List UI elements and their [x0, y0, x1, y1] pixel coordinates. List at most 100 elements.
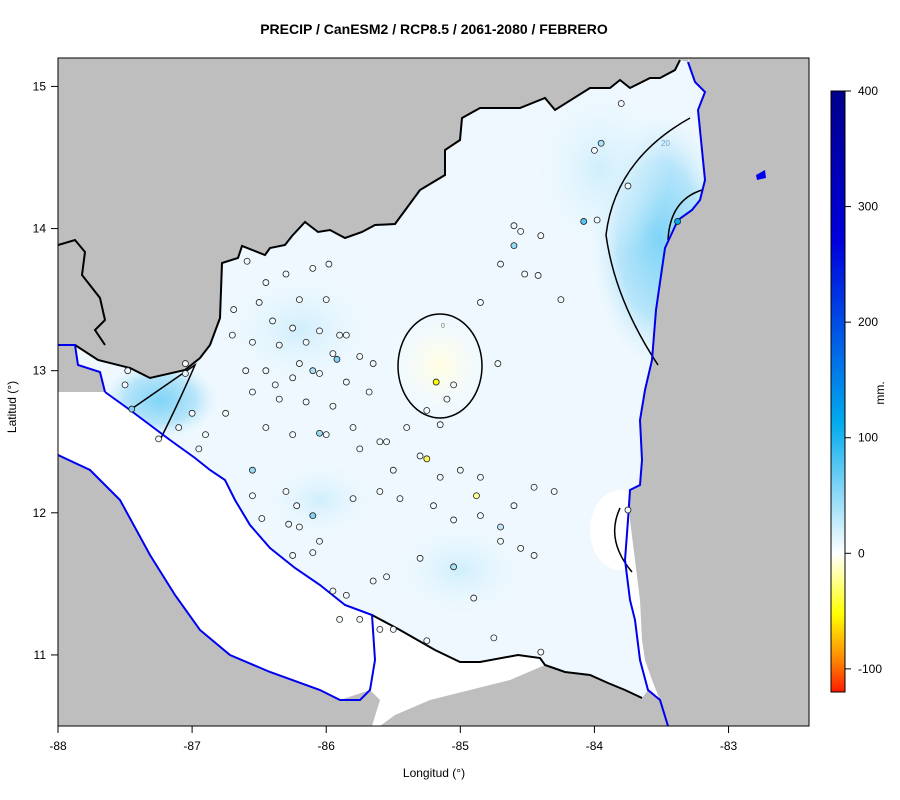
station-point: [470, 594, 478, 602]
station-point: [591, 146, 598, 154]
station-point: [517, 544, 525, 552]
station-point: [389, 625, 397, 633]
colorbar: [830, 90, 846, 693]
station-point: [497, 523, 504, 531]
station-point: [336, 616, 344, 623]
station-point: [432, 378, 440, 386]
station-point: [282, 488, 290, 495]
station-point: [534, 272, 542, 279]
station-point: [497, 260, 504, 268]
colorbar-tick-label: 200: [858, 315, 878, 329]
station-point: [497, 537, 504, 545]
station-point: [262, 279, 270, 286]
station-point: [456, 466, 464, 474]
station-point: [376, 625, 384, 633]
station-point: [289, 431, 297, 439]
y-tick-label: 12: [33, 506, 47, 520]
station-point: [228, 331, 236, 339]
station-point: [188, 409, 196, 417]
station-point: [436, 421, 444, 429]
station-point: [517, 227, 525, 235]
station-point: [423, 637, 431, 645]
x-tick-label: -85: [452, 739, 470, 753]
station-point: [275, 395, 283, 403]
station-point: [175, 424, 183, 431]
station-point: [580, 218, 588, 225]
station-point: [309, 549, 317, 557]
station-point: [403, 424, 411, 431]
station-point: [309, 264, 317, 272]
contour-line-east-inner: [667, 189, 703, 241]
station-point: [537, 648, 545, 656]
station-point: [550, 488, 558, 495]
station-point: [342, 378, 350, 386]
honduras-land: [58, 58, 688, 378]
station-point: [624, 182, 632, 190]
southern-border: [371, 614, 643, 699]
station-point: [262, 367, 270, 375]
contour-line-west: [129, 362, 197, 441]
y-tick-label: 14: [33, 222, 47, 236]
station-point: [124, 367, 132, 375]
station-point: [336, 331, 344, 339]
station-point: [477, 512, 484, 520]
station-point: [289, 374, 297, 382]
caribbean-coastline: [623, 61, 707, 726]
fonseca-coastline: [58, 344, 106, 393]
colorbar-tick-label: 100: [858, 431, 878, 445]
station-point: [202, 431, 209, 439]
plot-frame: [57, 57, 810, 727]
station-point: [249, 338, 256, 346]
station-point: [342, 591, 350, 599]
station-points: [121, 100, 681, 656]
station-point: [369, 360, 377, 367]
contour-label-0: 0: [441, 323, 445, 330]
station-point: [322, 431, 330, 439]
station-point: [293, 502, 301, 510]
costa-rica-land: [58, 455, 380, 726]
contour-line-southeast: [613, 507, 633, 573]
station-point: [349, 424, 357, 431]
station-point: [155, 435, 162, 443]
colorbar-tick-label: 300: [858, 200, 878, 214]
station-point: [222, 409, 230, 417]
station-point: [436, 473, 444, 481]
station-point: [275, 341, 283, 349]
station-point: [423, 407, 431, 414]
pacific-coastline: [58, 391, 377, 701]
station-point: [289, 552, 297, 559]
station-point: [356, 445, 364, 453]
station-point: [521, 270, 529, 278]
station-point: [430, 502, 437, 510]
station-point: [349, 495, 357, 502]
station-point: [249, 388, 256, 396]
station-point: [450, 563, 458, 571]
station-point: [258, 515, 266, 522]
x-tick-label: -83: [720, 739, 738, 753]
x-tick-label: -84: [586, 739, 604, 753]
station-point: [182, 360, 189, 367]
y-axis: 11 12 13 14 15: [33, 79, 58, 662]
station-point: [316, 327, 323, 335]
contour-line-center: [397, 313, 483, 419]
station-point: [356, 353, 364, 360]
x-tick-label: -86: [318, 739, 336, 753]
station-point: [342, 331, 350, 339]
station-point: [242, 367, 250, 375]
station-point: [597, 139, 605, 147]
colorbar-tick-label: 0: [858, 546, 865, 560]
x-axis-label: Longitud (°): [402, 766, 466, 780]
station-point: [376, 438, 384, 446]
station-point: [309, 367, 317, 375]
station-point: [356, 616, 364, 623]
station-point: [269, 317, 276, 325]
station-point: [490, 634, 498, 642]
station-point: [369, 577, 377, 585]
station-point: [309, 512, 317, 520]
station-point: [128, 405, 136, 413]
colorbar-tick-label: -100: [858, 662, 882, 676]
station-point: [537, 232, 545, 240]
x-axis: -88 -87 -86 -85 -84 -83: [49, 726, 738, 753]
contour-label-20: 20: [661, 139, 670, 148]
